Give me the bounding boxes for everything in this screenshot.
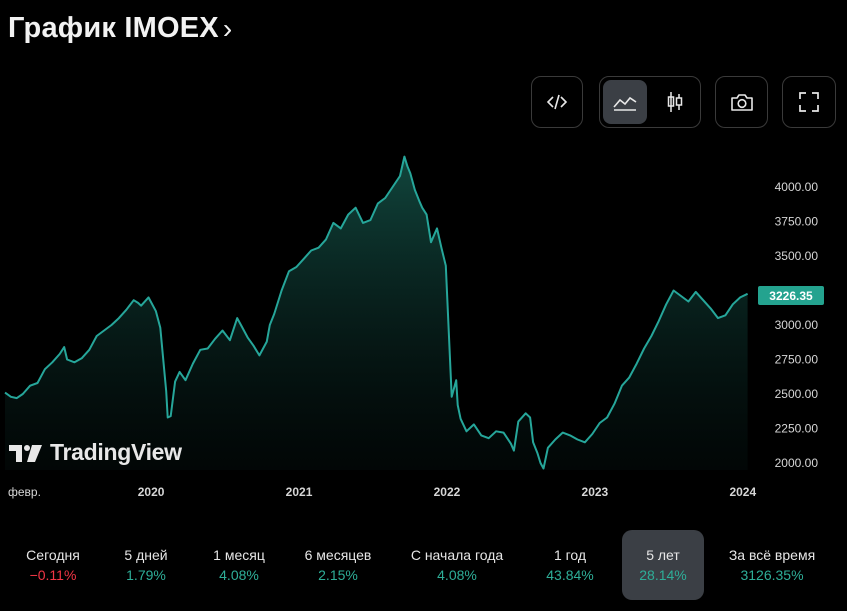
chart-type-switcher [599,76,701,128]
candles-chart-button[interactable] [653,80,697,124]
camera-icon [730,94,753,111]
y-tick-label: 2500.00 [775,387,819,401]
tradingview-logo-text: TradingView [50,439,182,465]
period-change-value: −0.11% [29,567,77,583]
y-tick-label: 2750.00 [775,353,819,367]
period-change-value: 4.08% [219,567,259,583]
embed-button[interactable] [531,76,583,128]
price-chart[interactable]: 4000.003750.003500.003250.003000.002750.… [0,140,847,505]
x-tick-label: 2024 [729,485,756,499]
period-label: 6 месяцев [304,547,372,563]
chart-title-text: График IMOEX [8,12,219,44]
x-tick-label: февр. [8,485,41,499]
x-tick-label: 2023 [582,485,609,499]
candlestick-icon [667,92,683,112]
period-button[interactable]: С начала года 4.08% [392,530,522,600]
period-label: 5 лет [646,547,680,563]
period-change-value: 3126.35% [740,567,804,583]
period-label: 1 год [553,547,587,563]
y-tick-label: 2250.00 [775,422,819,436]
price-line [4,155,749,470]
period-button[interactable]: 1 месяц 4.08% [197,530,281,600]
page-title[interactable]: График IMOEX › [8,12,232,45]
period-button[interactable]: 1 год 43.84% [535,530,605,600]
period-button[interactable]: 6 месяцев 2.15% [288,530,388,600]
x-tick-label: 2020 [138,485,165,499]
period-label: Сегодня [26,547,80,563]
last-price-label: 3226.35 [758,286,824,305]
code-icon [546,94,568,110]
area-chart-icon [613,96,637,111]
y-tick-label: 2000.00 [775,456,819,470]
price-area-fill [5,156,748,470]
snapshot-button[interactable] [715,76,768,128]
x-tick-label: 2022 [434,485,461,499]
period-label: С начала года [410,547,504,563]
y-tick-label: 3500.00 [775,249,819,263]
tradingview-logo[interactable]: TradingView [9,439,182,466]
fullscreen-icon [799,92,819,112]
chevron-right-icon: › [222,12,233,44]
period-selector: Сегодня −0.11% 5 дней 1.79% 1 месяц 4.08% 6 ме… [0,530,847,600]
period-label: 5 дней [124,547,168,563]
y-tick-label: 3000.00 [775,318,819,332]
period-change-value: 2.15% [318,567,358,583]
x-tick-label: 2021 [286,485,313,499]
period-button[interactable]: Сегодня −0.11% [10,530,96,600]
period-change-value: 1.79% [126,567,166,583]
period-button[interactable]: За всё время 3126.35% [717,530,827,600]
area-chart-button[interactable] [603,80,647,124]
period-label: За всё время [728,547,816,563]
period-button[interactable]: 5 дней 1.79% [106,530,186,600]
period-change-value: 28.14% [639,567,687,583]
tradingview-logo-icon [9,444,42,462]
y-tick-label: 4000.00 [775,180,819,194]
y-tick-label: 3750.00 [775,215,819,229]
fullscreen-button[interactable] [782,76,836,128]
period-label: 1 месяц [213,547,265,563]
period-button[interactable]: 5 лет 28.14% [622,530,704,600]
period-change-value: 4.08% [437,567,477,583]
period-change-value: 43.84% [546,567,594,583]
